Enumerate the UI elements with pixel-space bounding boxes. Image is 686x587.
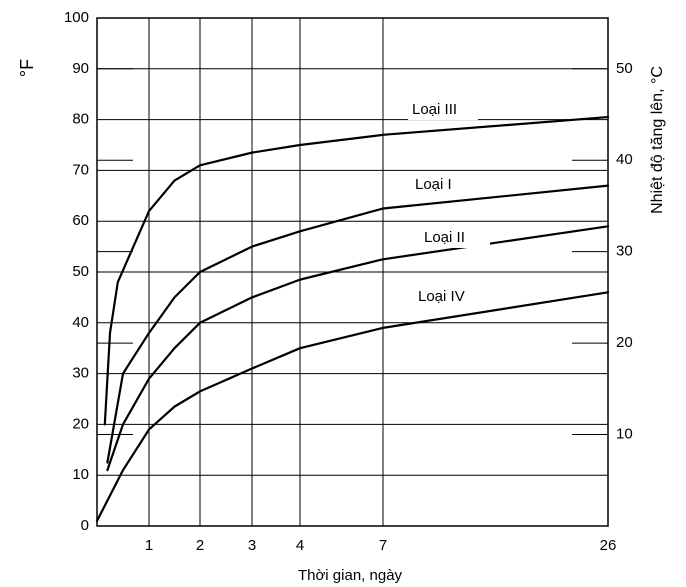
y-tick-label: 60 xyxy=(72,212,89,229)
x-axis-label: Thời gian, ngày xyxy=(298,567,403,584)
series-label: Loại I xyxy=(415,176,452,193)
y2-tick-label: 20 xyxy=(616,334,633,351)
y2-axis-label: Nhiệt độ tăng lên, °C xyxy=(649,66,666,214)
x-tick-label: 26 xyxy=(600,537,617,554)
series-label-bg xyxy=(411,175,481,195)
line-series xyxy=(106,225,610,472)
y-tick-label: 40 xyxy=(72,314,89,331)
series-label: Loại II xyxy=(424,229,465,246)
y-tick-label: 0 xyxy=(81,517,89,534)
series-label: Loại III xyxy=(412,101,457,118)
y-tick-label: 10 xyxy=(72,466,89,483)
series-label-bg xyxy=(420,228,490,248)
y-tick-label: 30 xyxy=(72,365,89,382)
line-series xyxy=(95,291,610,523)
series-label-bg xyxy=(414,287,484,307)
x-tick-label: 3 xyxy=(248,537,256,554)
y2-tick-label: 30 xyxy=(616,243,633,260)
y-tick-label: 100 xyxy=(64,9,89,26)
y-tick-label: 50 xyxy=(72,263,89,280)
line-series xyxy=(103,115,610,426)
x-tick-label: 2 xyxy=(196,537,204,554)
series-label: Loại IV xyxy=(418,288,465,305)
y-tick-label: 70 xyxy=(72,161,89,178)
x-tick-label: 1 xyxy=(145,537,153,554)
y2-tick-label: 50 xyxy=(616,60,633,77)
series-label-bg xyxy=(408,100,478,120)
y-tick-label: 80 xyxy=(72,111,89,128)
y2-tick-label: 40 xyxy=(616,151,633,168)
y-tick-label: 20 xyxy=(72,415,89,432)
y-tick-label: 90 xyxy=(72,60,89,77)
x-tick-label: 4 xyxy=(296,537,304,554)
x-tick-label: 7 xyxy=(379,537,387,554)
y-axis-label: °F xyxy=(17,59,37,77)
y2-tick-label: 10 xyxy=(616,426,633,443)
line-series xyxy=(106,184,610,464)
